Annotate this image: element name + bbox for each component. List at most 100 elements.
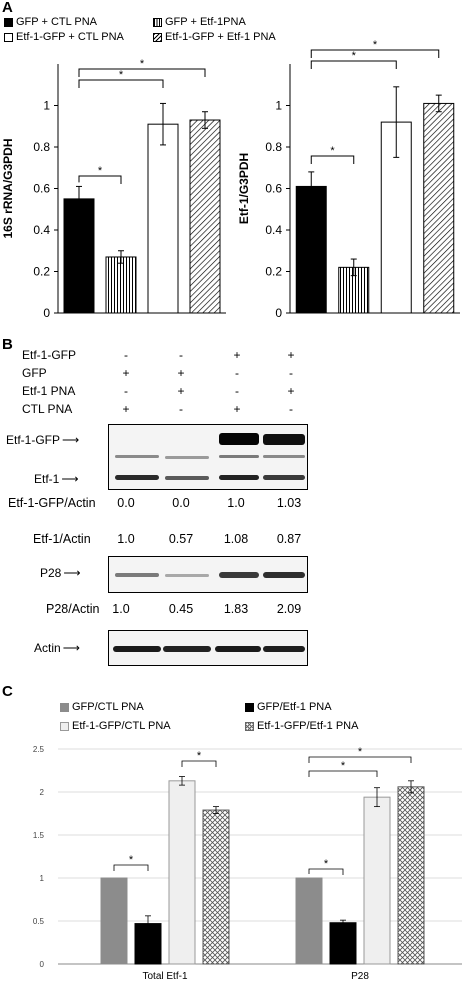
ratio-value: 0.0 [172,496,190,510]
bar [202,809,230,965]
bar [147,123,179,314]
legend-item: Etf-1-GFP/CTL PNA [60,720,171,732]
y-axis-label: 16S rRNA/G3PDH [1,138,15,238]
legend-label: Etf-1-GFP/CTL PNA [72,720,171,732]
treatment-value: - [289,402,293,416]
significance-star: * [98,165,103,177]
significance-star: * [341,760,346,772]
blot-band [165,574,209,577]
blot-band [215,646,261,652]
y-tick-label: 0.2 [265,265,282,279]
legend-item: Etf-1-GFP + Etf-1 PNA [153,31,276,43]
significance-star: * [358,746,363,758]
bar [189,119,221,314]
significance-bracket [308,868,344,875]
y-tick-label: 1.5 [33,831,45,840]
legend-item: GFP/Etf-1 PNA [245,701,332,713]
legend-label: GFP/CTL PNA [72,701,144,713]
ratio-value: 2.09 [276,602,302,616]
bar [63,198,95,314]
legend-item: GFP + Etf-1PNA [153,16,246,28]
significance-bracket [78,79,164,88]
treatment-value: + [233,402,241,416]
blot-band [263,434,305,445]
blot-band [115,455,159,458]
blot-band [219,455,259,458]
ratio-value: 1.03 [276,496,302,510]
treatment-value: - [179,348,183,362]
blot-band [113,646,161,652]
blot-band [263,455,305,458]
treatment-value: - [235,384,239,398]
blot-band [115,573,159,577]
y-tick-label: 0 [275,306,282,320]
treatment-value: + [177,384,185,398]
y-tick-label: 2 [40,788,45,797]
ratio-value: 1.08 [223,532,249,546]
significance-star: * [129,854,134,866]
y-tick-label: 0.6 [33,182,50,196]
y-tick-label: 0.4 [265,223,282,237]
legend-label: GFP + Etf-1PNA [165,16,246,28]
legend-label: Etf-1-GFP + CTL PNA [16,31,124,43]
panel-a-letter: A [2,0,13,16]
treatment-value: - [124,384,128,398]
significance-star: * [352,50,357,62]
treatment-value: + [177,366,185,380]
significance-star: * [324,858,329,870]
treatment-value: + [287,348,295,362]
legend-swatch [153,32,162,42]
ratio-label: Etf-1-GFP/Actin [8,496,96,510]
arrow-right-icon: ⟶ [61,472,79,486]
y-tick-label: 0.4 [33,223,50,237]
chart-16s-rrna: 0 0.2 0.4 0.6 0.8 1 16S rRNA/G3PDH * * * [1,58,226,320]
treatment-row: Etf-1-GFP - - + + [0,348,467,364]
treatment-label: Etf-1 PNA [22,384,76,398]
y-tick-label: 0 [40,960,45,969]
chart-panel-c: 0 0.5 1 1.5 2 2.5 Total Etf-1 P28 * * * * * [33,745,462,982]
treatment-value: - [179,402,183,416]
bar [105,256,137,314]
x-category-label: P28 [351,971,369,982]
blot-band [263,646,305,652]
blot-band [115,475,159,480]
treatment-label: Etf-1-GFP [22,348,77,362]
bar [363,796,391,965]
y-tick-label: 0.6 [265,182,282,196]
legend-item: GFP/CTL PNA [60,701,144,713]
treatment-value: + [122,366,130,380]
y-tick-label: 0.8 [265,140,282,154]
ratio-label: Etf-1/Actin [33,532,91,546]
legend-swatch [60,702,69,712]
ratio-value: 1.0 [112,602,130,616]
y-tick-label: 1 [40,874,45,883]
bar [329,922,357,965]
significance-bracket [78,68,206,77]
treatment-row: GFP + + - - [0,366,467,382]
treatment-label: GFP [22,366,47,380]
blot-label-actin: Actin ⟶ [34,641,80,655]
significance-bracket [310,60,397,69]
treatment-value: - [235,366,239,380]
legend-swatch [4,32,13,42]
treatment-row: Etf-1 PNA - + - + [0,384,467,400]
y-tick-label: 0.2 [33,265,50,279]
legend-item: Etf-1-GFP + CTL PNA [4,31,124,43]
bar [397,786,425,965]
bar [295,877,323,965]
arrow-right-icon: ⟶ [62,641,80,655]
arrow-right-icon: ⟶ [62,433,80,447]
western-blot-p28 [108,556,308,593]
ratio-value: 0.57 [168,532,194,546]
treatment-row: CTL PNA + - + - [0,402,467,418]
bar [295,185,327,314]
y-tick-label: 0 [43,306,50,320]
blot-band [263,475,305,480]
ratio-value: 0.45 [168,602,194,616]
blot-band [219,475,259,480]
significance-star: * [330,145,335,157]
blot-band [165,476,209,480]
chart-etf1-g3pdh: 0 0.2 0.4 0.6 0.8 1 Etf-1/G3PDH * * * [238,40,460,320]
panel-c-letter: C [2,683,13,700]
blot-label-etf1: Etf-1 ⟶ [34,472,79,486]
